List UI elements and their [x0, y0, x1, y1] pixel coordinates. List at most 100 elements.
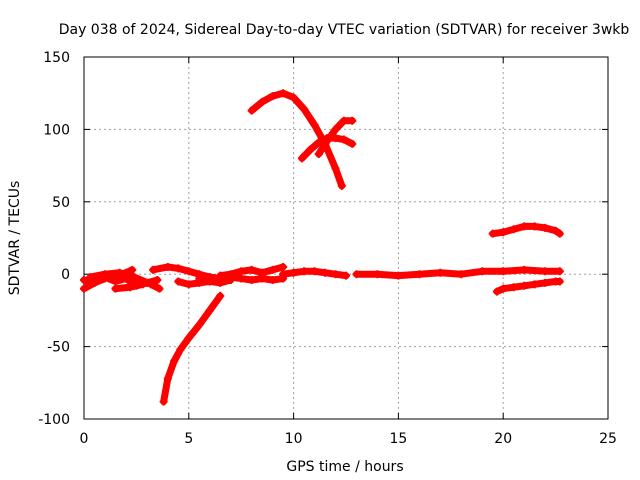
- data-point: [436, 268, 445, 277]
- data-point: [520, 281, 529, 290]
- data-point: [310, 267, 319, 276]
- data-point: [478, 267, 487, 276]
- data-point: [155, 284, 164, 293]
- data-point: [258, 97, 267, 106]
- plot-frame: [83, 56, 609, 420]
- series-arc-n: [352, 265, 564, 280]
- data-point: [352, 270, 361, 279]
- data-point: [268, 265, 277, 274]
- data-point: [126, 283, 135, 292]
- data-point: [520, 222, 529, 231]
- x-tick-label: 15: [389, 431, 407, 447]
- data-point: [492, 287, 501, 296]
- data-point: [509, 283, 518, 292]
- data-point: [153, 275, 162, 284]
- data-point: [457, 270, 466, 279]
- data-point: [100, 270, 109, 279]
- data-point: [348, 116, 357, 125]
- x-tick-label: 10: [285, 431, 303, 447]
- data-point: [247, 275, 256, 284]
- data-point: [300, 105, 309, 114]
- y-tick-label: 0: [61, 267, 70, 283]
- data-point: [555, 277, 564, 286]
- series-line: [160, 292, 224, 406]
- data-point: [530, 222, 539, 231]
- y-tick-label: -50: [47, 340, 70, 356]
- data-point: [163, 374, 172, 383]
- data-marks: [80, 89, 564, 406]
- data-point: [310, 121, 319, 130]
- y-tick-label: 100: [43, 122, 70, 138]
- data-point: [163, 262, 172, 271]
- data-point: [184, 333, 193, 342]
- data-point: [184, 280, 193, 289]
- data-point: [268, 92, 277, 101]
- data-point: [205, 273, 214, 282]
- data-point: [115, 268, 124, 277]
- data-point: [499, 228, 508, 237]
- data-point: [331, 164, 340, 173]
- data-point: [159, 397, 168, 406]
- data-point: [297, 154, 306, 163]
- data-point: [555, 229, 564, 238]
- series-arc-o: [488, 222, 564, 238]
- data-point: [237, 274, 246, 283]
- y-tick-label: -100: [38, 412, 70, 428]
- x-tick-label: 0: [80, 431, 89, 447]
- data-point: [80, 284, 88, 293]
- data-point: [111, 284, 120, 293]
- data-point: [555, 267, 564, 276]
- data-point: [138, 280, 147, 289]
- data-point: [176, 345, 185, 354]
- data-point: [348, 139, 357, 148]
- data-point: [86, 273, 95, 282]
- data-point: [321, 268, 330, 277]
- data-point: [306, 145, 315, 154]
- data-point: [488, 229, 497, 238]
- data-point: [499, 267, 508, 276]
- series-line: [493, 277, 564, 296]
- data-point: [247, 265, 256, 274]
- series-arc-h: [195, 273, 288, 284]
- data-point: [499, 284, 508, 293]
- data-point: [130, 273, 139, 282]
- series-arc-l: [314, 116, 357, 159]
- data-point: [216, 291, 225, 300]
- data-point: [195, 274, 204, 283]
- data-point: [90, 278, 99, 287]
- series-arc-c: [86, 268, 164, 293]
- data-point: [149, 265, 158, 274]
- series-arc-f: [159, 291, 225, 406]
- data-point: [331, 270, 340, 279]
- data-point: [323, 136, 332, 145]
- data-point: [373, 270, 382, 279]
- data-point: [509, 225, 518, 234]
- x-tick-label: 25: [599, 431, 617, 447]
- data-point: [394, 271, 403, 280]
- data-point: [530, 280, 539, 289]
- y-tick-label: 150: [43, 50, 70, 66]
- data-point: [279, 270, 288, 279]
- data-point: [174, 277, 183, 286]
- data-point: [541, 278, 550, 287]
- data-point: [314, 150, 323, 159]
- data-point: [279, 262, 288, 271]
- data-point: [226, 270, 235, 279]
- data-point: [541, 267, 550, 276]
- data-point: [339, 116, 348, 125]
- data-point: [289, 93, 298, 102]
- data-point: [237, 267, 246, 276]
- grid-lines: [84, 57, 608, 419]
- x-tick-label: 5: [184, 431, 193, 447]
- series-line: [248, 89, 346, 190]
- data-point: [551, 226, 560, 235]
- y-tick-label: 50: [52, 195, 70, 211]
- data-point: [415, 270, 424, 279]
- series-arc-i: [216, 262, 288, 280]
- data-point: [174, 264, 183, 273]
- data-point: [300, 267, 309, 276]
- x-axis-label: GPS time / hours: [286, 459, 403, 475]
- data-point: [314, 138, 323, 147]
- series-arc-m: [279, 267, 350, 280]
